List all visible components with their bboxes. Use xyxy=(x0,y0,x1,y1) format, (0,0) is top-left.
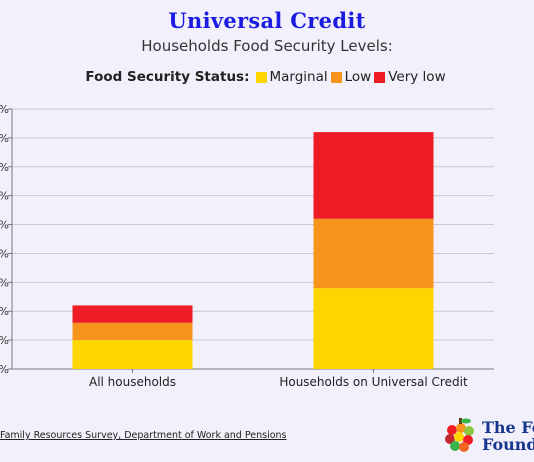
bar-segment xyxy=(313,132,434,219)
legend-swatch-very-low xyxy=(374,71,386,83)
x-tick-label: Households on Universal Credit xyxy=(279,375,468,389)
y-tick-label: 20% xyxy=(0,247,9,260)
legend-item-low[interactable]: Low xyxy=(330,69,372,85)
y-tick-label: 45% xyxy=(0,103,9,116)
legend-item-marginal[interactable]: Marginal xyxy=(255,69,328,85)
chart-subtitle: Households Food Security Levels: xyxy=(141,37,393,55)
legend-label-low: Low xyxy=(344,69,372,85)
logo-text-line2: Foundation xyxy=(482,435,534,454)
legend-label-very-low: Very low xyxy=(388,69,446,85)
bar-segment xyxy=(313,288,434,369)
chart-title: Universal Credit xyxy=(168,8,366,33)
y-tick-label: 25% xyxy=(0,219,9,232)
legend: Food Security Status: Marginal Low Very … xyxy=(0,69,534,85)
source-link[interactable]: Family Resources Survey, Department of W… xyxy=(0,430,287,441)
legend-swatch-marginal xyxy=(255,71,267,83)
y-tick-label: 40% xyxy=(0,132,9,145)
y-tick-label: 0% xyxy=(0,363,9,376)
y-tick-label: 15% xyxy=(0,276,9,289)
apple-logo-icon xyxy=(445,418,474,452)
logo-text-line1: The Food xyxy=(482,418,534,437)
legend-swatch-low xyxy=(330,71,342,83)
legend-label-marginal: Marginal xyxy=(269,69,328,85)
legend-item-very-low[interactable]: Very low xyxy=(374,69,446,85)
y-tick-label: 10% xyxy=(0,305,9,318)
food-foundation-logo[interactable]: The Food Foundation xyxy=(440,410,534,456)
bar-segment xyxy=(72,322,193,341)
y-tick-label: 35% xyxy=(0,161,9,174)
bar-segment xyxy=(313,218,434,289)
legend-title: Food Security Status: xyxy=(85,69,250,85)
bar-segment xyxy=(72,340,193,369)
y-tick-label: 5% xyxy=(0,334,9,347)
bar-segment xyxy=(72,305,193,323)
y-tick-label: 30% xyxy=(0,190,9,203)
x-tick-label: All households xyxy=(89,375,176,389)
